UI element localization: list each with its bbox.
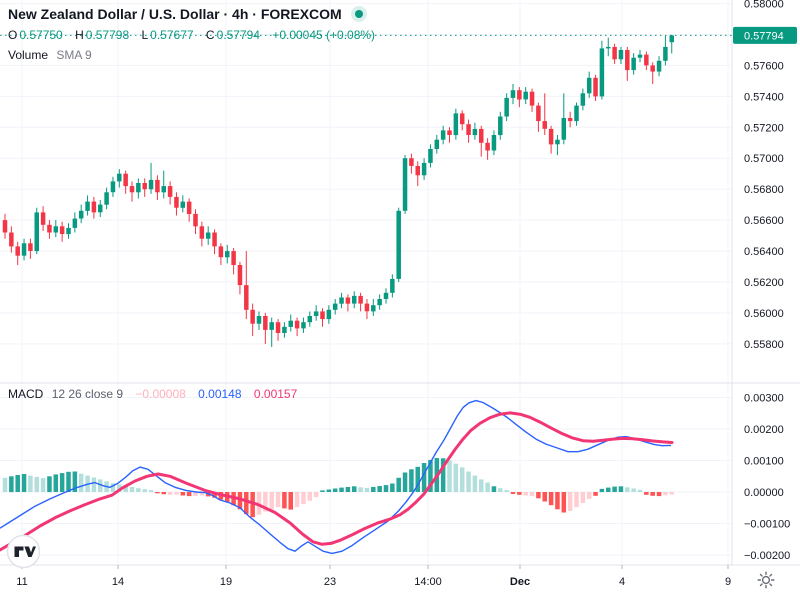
svg-text:0.57400: 0.57400 bbox=[744, 91, 784, 103]
svg-text:0.00300: 0.00300 bbox=[744, 393, 784, 405]
svg-text:0.00100: 0.00100 bbox=[744, 456, 784, 468]
svg-text:0.57000: 0.57000 bbox=[744, 153, 784, 165]
ohlc-readout: O 0.57750 H 0.57798 L 0.57677 C 0.57794 +0.0… bbox=[8, 28, 377, 42]
macd-histogram bbox=[2, 458, 674, 518]
sun-icon[interactable] bbox=[755, 569, 777, 596]
macd-signal-value: 0.00157 bbox=[253, 387, 298, 401]
tradingview-mark-icon bbox=[14, 546, 36, 557]
svg-text:9: 9 bbox=[725, 576, 731, 588]
last-price-tag: 0.57794 bbox=[733, 26, 797, 44]
candlestick-series bbox=[2, 34, 674, 347]
open-value: 0.57750 bbox=[19, 28, 63, 42]
volume-label[interactable]: Volume bbox=[8, 48, 49, 62]
open-label: O bbox=[8, 28, 18, 42]
symbol-legend: New Zealand Dollar / U.S. Dollar · 4h · … bbox=[8, 6, 367, 22]
svg-text:23: 23 bbox=[324, 576, 336, 588]
volume-legend: Volume SMA 9 bbox=[8, 48, 92, 62]
svg-text:Dec: Dec bbox=[510, 576, 530, 588]
macd-legend: MACD 12 26 close 9 −0.00008 0.00148 0.00… bbox=[8, 387, 297, 401]
change-value: +0.00045 (+0.08%) bbox=[272, 28, 376, 42]
svg-text:−0.00200: −0.00200 bbox=[744, 550, 790, 562]
svg-text:4: 4 bbox=[619, 576, 625, 588]
close-label: C bbox=[205, 28, 215, 42]
svg-text:0.56000: 0.56000 bbox=[744, 308, 784, 320]
macd-signal-line bbox=[0, 411, 674, 552]
macd-histogram-value: −0.00008 bbox=[135, 387, 186, 401]
macd-line-value: 0.00148 bbox=[198, 387, 242, 401]
high-label: H bbox=[75, 28, 84, 42]
volume-sma-label: SMA 9 bbox=[56, 48, 92, 62]
svg-text:14:00: 14:00 bbox=[414, 576, 442, 588]
svg-text:19: 19 bbox=[220, 576, 232, 588]
svg-text:0.56200: 0.56200 bbox=[744, 277, 784, 289]
symbol-title[interactable]: New Zealand Dollar / U.S. Dollar · 4h · … bbox=[8, 6, 342, 22]
pane-separators bbox=[0, 0, 800, 566]
high-value: 0.57798 bbox=[85, 28, 130, 42]
svg-text:0.55800: 0.55800 bbox=[744, 339, 784, 351]
svg-text:0.57600: 0.57600 bbox=[744, 60, 784, 72]
svg-text:−0.00100: −0.00100 bbox=[744, 519, 790, 531]
low-value: 0.57677 bbox=[150, 28, 194, 42]
macd-line bbox=[0, 399, 672, 555]
svg-text:0.57200: 0.57200 bbox=[744, 122, 784, 134]
grid-lines bbox=[0, 0, 732, 565]
time-axis[interactable]: 11 14 19 23 14:00 Dec 4 9 bbox=[16, 565, 731, 588]
price-axis[interactable]: 0.58000 0.57600 0.57400 0.57200 0.57000 0.568… bbox=[733, 0, 797, 562]
close-value: 0.57794 bbox=[216, 28, 260, 42]
macd-params: 12 26 close 9 bbox=[51, 387, 124, 401]
svg-text:14: 14 bbox=[112, 576, 124, 588]
data-source-dot-icon[interactable] bbox=[350, 6, 367, 22]
svg-text:0.56600: 0.56600 bbox=[744, 215, 784, 227]
tradingview-logo[interactable] bbox=[6, 534, 41, 574]
svg-text:0.00200: 0.00200 bbox=[744, 424, 784, 436]
svg-text:0.56400: 0.56400 bbox=[744, 246, 784, 258]
svg-text:11: 11 bbox=[16, 576, 27, 588]
svg-text:0.57794: 0.57794 bbox=[744, 30, 784, 42]
svg-text:0.00000: 0.00000 bbox=[744, 487, 784, 499]
svg-text:0.58000: 0.58000 bbox=[744, 0, 784, 11]
svg-text:0.56800: 0.56800 bbox=[744, 184, 784, 196]
macd-label[interactable]: MACD bbox=[8, 387, 44, 401]
low-label: L bbox=[141, 28, 149, 42]
